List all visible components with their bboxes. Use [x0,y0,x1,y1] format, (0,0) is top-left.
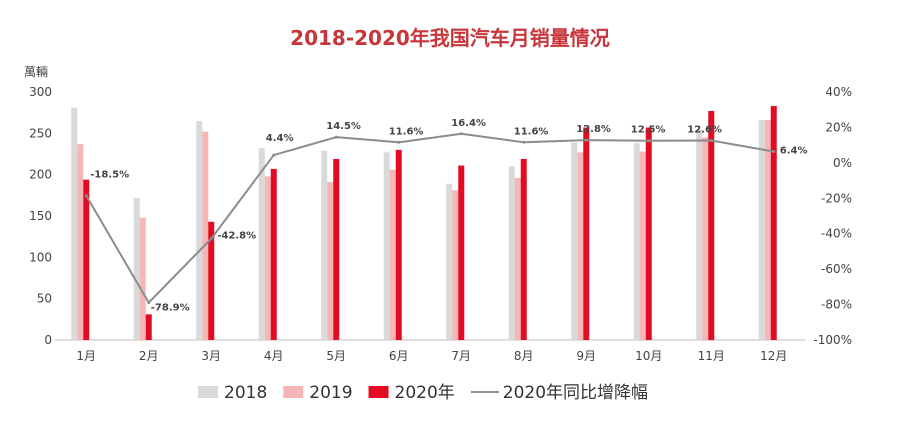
legend-swatch-2019 [283,386,304,398]
y2-tick-label: -40% [821,227,852,241]
legend-label: 2019 [309,383,352,403]
bar-2018 [71,107,78,340]
bar-2020年 [270,168,277,340]
growth-label: -78.9% [151,303,190,314]
bar-2018 [508,166,515,340]
bar-2018 [196,120,203,340]
legend-label: 2020年同比增降幅 [503,383,648,403]
x-tick-label: 4月 [264,349,284,363]
bar-2019 [389,169,396,340]
bar-2019 [77,144,84,340]
bar-2018 [758,120,765,341]
bar-2018 [696,129,703,340]
growth-line [85,132,774,305]
y-tick-label: 300 [29,85,52,99]
bar-2018 [321,150,328,340]
bar-2018 [446,183,453,340]
bar-2018 [133,197,140,340]
growth-label: 12.6% [687,125,722,136]
bar-2020年 [645,127,652,341]
bar-2018 [571,142,578,340]
bar-2019 [139,217,146,340]
x-tick-label: 8月 [514,349,534,363]
x-tick-label: 10月 [635,349,662,363]
growth-point [397,140,401,144]
y2-tick-label: -80% [821,298,852,312]
growth-label: 4.4% [266,133,294,144]
bar-2019 [264,176,271,340]
bar-2019 [764,120,771,341]
bar-2018 [633,143,640,340]
growth-point [522,140,526,144]
y-tick-label: 50 [37,292,52,306]
y-tick-label: 0 [44,333,52,347]
bar-2019 [577,152,584,340]
growth-label: 12.8% [576,124,611,135]
y-axis-unit: 萬輛 [24,65,48,79]
chart-title: 2018-2020年我国汽车月销量情况 [290,26,610,50]
y2-tick-label: 40% [825,85,852,99]
x-tick-label: 9月 [576,349,596,363]
growth-point [709,139,713,143]
bar-2020年 [145,314,152,340]
bar-2020年 [770,106,777,340]
legend-label: 2018 [224,383,267,403]
x-tick-label: 5月 [326,349,346,363]
x-tick-label: 2月 [139,349,159,363]
legend-swatch-2020年 [368,386,389,398]
bar-2019 [514,177,521,340]
growth-label: -42.8% [217,231,256,242]
y-tick-label: 150 [29,209,52,223]
legend-swatch-2018 [198,386,218,398]
y-tick-label: 250 [29,126,52,140]
growth-label: 14.5% [326,121,361,132]
bar-2019 [327,182,334,340]
bar-2020年 [708,111,715,340]
x-tick-label: 6月 [389,349,409,363]
growth-point [772,150,776,154]
growth-label: 12.5% [631,125,666,136]
growth-label: 6.4% [780,146,808,157]
growth-point [647,139,651,143]
y2-tick-label: -100% [813,333,852,347]
y-tick-label: 100 [29,250,52,264]
x-tick-label: 1月 [76,349,96,363]
bar-2020年 [395,149,402,340]
bar-2019 [202,131,209,340]
y2-tick-label: 0% [833,156,852,170]
bar-2020年 [208,221,215,340]
bar-2019 [702,137,709,340]
bar-2019 [639,151,646,340]
growth-point [334,135,338,139]
growth-point [209,237,213,241]
growth-label: -18.5% [90,170,129,181]
growth-point [272,153,276,157]
y2-tick-label: -60% [821,262,852,276]
x-tick-label: 11月 [698,349,725,363]
growth-label: 11.6% [389,126,424,137]
y2-tick-label: -20% [821,191,852,205]
growth-label: 16.4% [451,118,486,129]
bar-2018 [383,152,390,340]
growth-point [84,194,88,198]
x-tick-label: 3月 [201,349,221,363]
y2-tick-label: 20% [825,120,852,134]
y-tick-label: 200 [29,168,52,182]
bar-2018 [258,148,265,340]
growth-point [459,132,463,136]
growth-label: 11.6% [514,126,549,137]
bar-2020年 [458,165,465,340]
bar-2020年 [333,158,340,340]
growth-point [147,301,151,305]
legend-label: 2020年 [395,383,455,403]
bar-2020年 [583,127,590,341]
growth-point [584,138,588,142]
x-tick-label: 7月 [451,349,471,363]
x-tick-label: 12月 [760,349,787,363]
bar-2020年 [520,158,527,340]
bar-2019 [452,190,459,340]
bar-2020年 [83,179,90,340]
